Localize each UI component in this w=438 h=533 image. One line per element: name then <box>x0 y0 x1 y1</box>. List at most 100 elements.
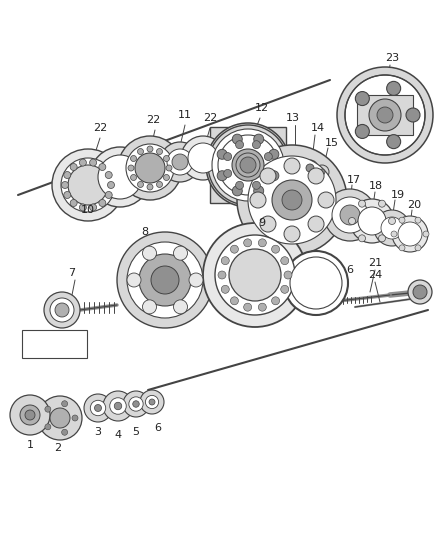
Circle shape <box>105 191 112 198</box>
Circle shape <box>160 142 200 182</box>
Circle shape <box>61 158 115 212</box>
Circle shape <box>163 174 170 181</box>
Bar <box>357 95 413 135</box>
Circle shape <box>236 153 260 177</box>
Circle shape <box>260 216 276 232</box>
Circle shape <box>264 169 272 177</box>
Circle shape <box>224 169 232 177</box>
Circle shape <box>269 171 279 181</box>
Circle shape <box>319 169 325 175</box>
Circle shape <box>64 191 71 198</box>
Circle shape <box>406 108 420 122</box>
Circle shape <box>172 154 188 170</box>
Circle shape <box>218 271 226 279</box>
Circle shape <box>318 192 334 208</box>
Circle shape <box>236 141 244 149</box>
Text: 6: 6 <box>346 265 353 275</box>
Circle shape <box>127 242 203 318</box>
Circle shape <box>95 405 102 411</box>
Circle shape <box>229 249 281 301</box>
Circle shape <box>173 246 187 260</box>
Circle shape <box>62 429 67 435</box>
Circle shape <box>156 149 162 155</box>
Circle shape <box>123 391 149 417</box>
Circle shape <box>50 298 74 322</box>
Circle shape <box>399 217 405 223</box>
Circle shape <box>131 174 137 181</box>
Circle shape <box>149 399 155 405</box>
Circle shape <box>105 172 112 179</box>
Circle shape <box>117 232 213 328</box>
Circle shape <box>392 216 428 252</box>
Circle shape <box>147 184 153 190</box>
Circle shape <box>212 129 284 201</box>
Circle shape <box>221 285 229 293</box>
Circle shape <box>389 217 396 224</box>
Circle shape <box>290 257 342 309</box>
Circle shape <box>230 297 238 305</box>
Circle shape <box>355 125 369 139</box>
Circle shape <box>415 217 421 223</box>
Circle shape <box>79 159 86 166</box>
Circle shape <box>272 245 279 253</box>
Circle shape <box>272 180 312 220</box>
Text: 18: 18 <box>369 181 383 191</box>
Text: 9: 9 <box>258 218 265 228</box>
Circle shape <box>269 149 279 159</box>
Circle shape <box>79 204 86 211</box>
Circle shape <box>387 82 401 95</box>
Circle shape <box>254 134 264 144</box>
Text: 20: 20 <box>407 200 421 210</box>
Circle shape <box>131 156 137 161</box>
Circle shape <box>181 136 225 180</box>
Circle shape <box>236 181 244 189</box>
Circle shape <box>215 235 295 315</box>
Text: 12: 12 <box>255 103 269 113</box>
Circle shape <box>358 207 386 235</box>
Circle shape <box>221 257 229 265</box>
Bar <box>22 330 87 358</box>
Circle shape <box>337 67 433 163</box>
Circle shape <box>399 245 405 251</box>
Circle shape <box>254 186 264 196</box>
Circle shape <box>378 200 385 207</box>
Circle shape <box>118 136 182 200</box>
Circle shape <box>103 391 133 421</box>
Circle shape <box>45 424 51 430</box>
Circle shape <box>147 146 153 152</box>
Circle shape <box>20 405 40 425</box>
Circle shape <box>90 147 150 207</box>
Circle shape <box>68 165 108 205</box>
Circle shape <box>281 257 289 265</box>
Text: 15: 15 <box>325 138 339 148</box>
Circle shape <box>25 410 35 420</box>
Circle shape <box>284 158 300 174</box>
Text: 24: 24 <box>368 270 382 280</box>
Circle shape <box>45 406 51 412</box>
Text: 13: 13 <box>286 113 300 123</box>
Circle shape <box>232 186 242 196</box>
Circle shape <box>240 157 256 173</box>
Circle shape <box>142 246 156 260</box>
Text: 22: 22 <box>146 115 160 125</box>
Text: 1: 1 <box>27 440 33 450</box>
Circle shape <box>349 217 356 224</box>
Circle shape <box>189 273 203 287</box>
Circle shape <box>208 125 288 205</box>
Circle shape <box>232 149 264 181</box>
Circle shape <box>206 123 290 207</box>
Circle shape <box>358 200 365 207</box>
Circle shape <box>99 199 106 206</box>
Circle shape <box>145 395 159 409</box>
Circle shape <box>70 199 77 206</box>
Circle shape <box>230 245 238 253</box>
Circle shape <box>61 182 68 189</box>
Circle shape <box>408 280 432 304</box>
Text: 2: 2 <box>54 443 62 453</box>
Text: 8: 8 <box>141 227 148 237</box>
Circle shape <box>237 145 347 255</box>
Circle shape <box>252 141 261 149</box>
Circle shape <box>258 303 266 311</box>
Circle shape <box>90 204 97 211</box>
Circle shape <box>398 222 422 246</box>
